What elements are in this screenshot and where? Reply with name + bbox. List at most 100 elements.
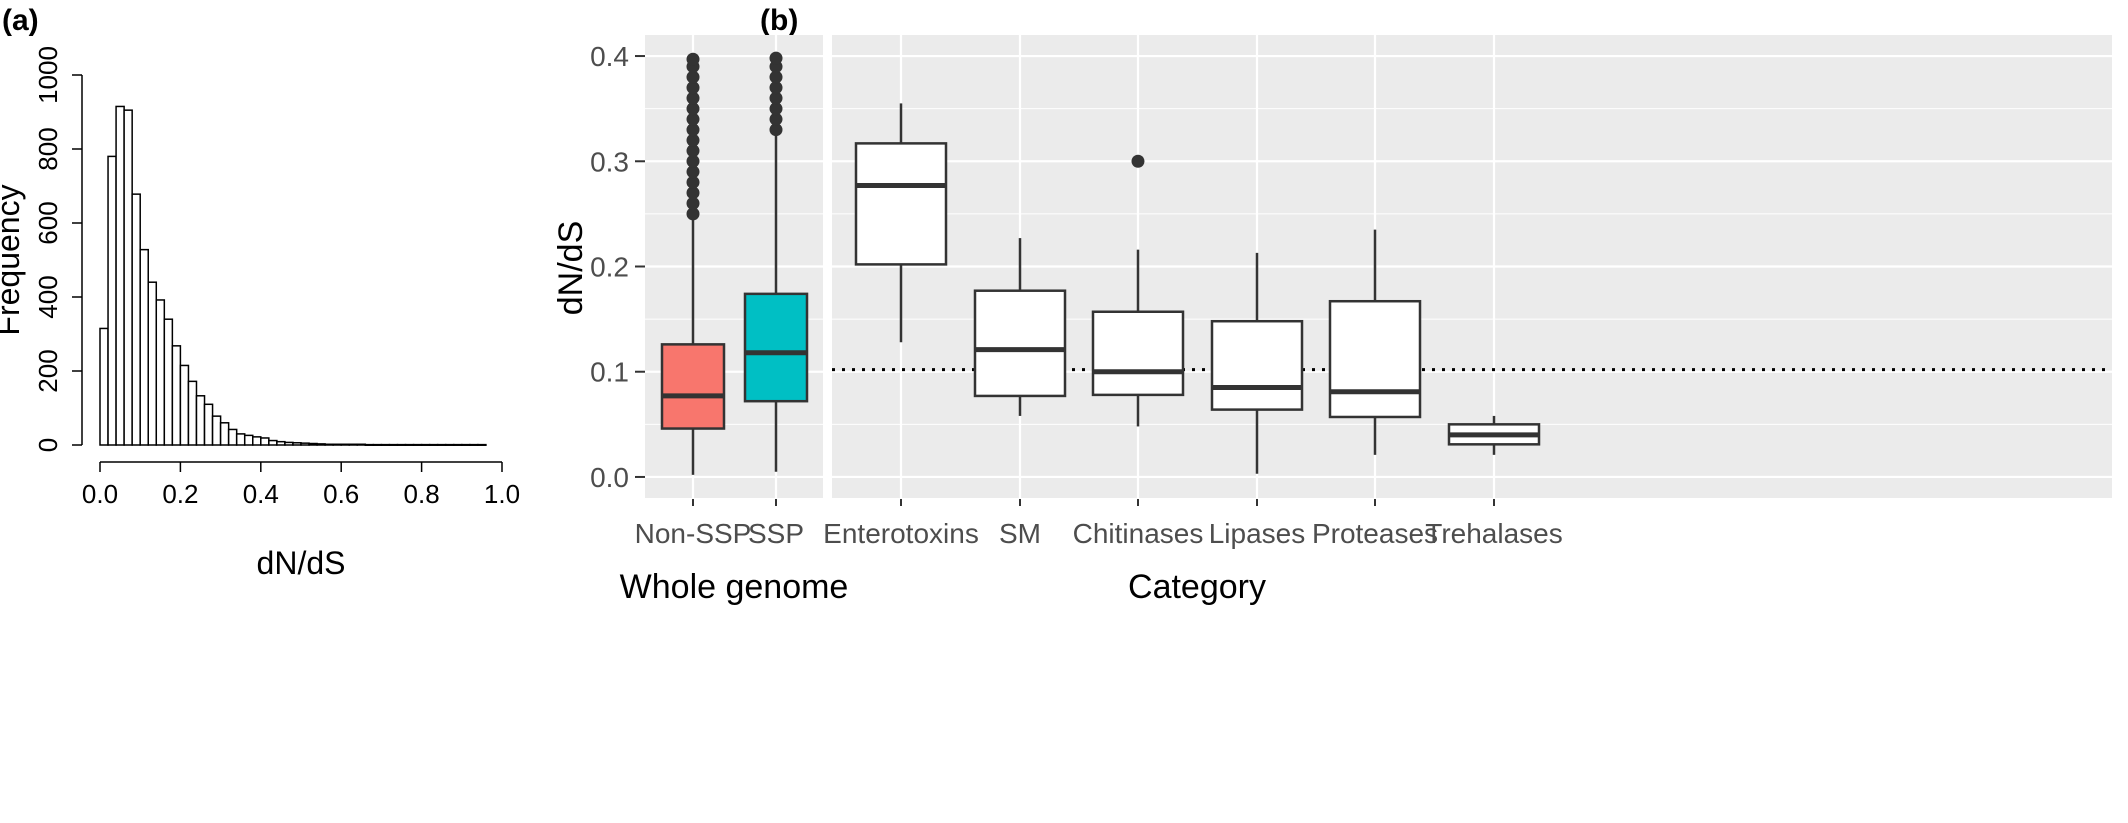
outlier-point xyxy=(686,175,700,189)
histogram-bar xyxy=(420,443,431,446)
histogram-bar xyxy=(292,442,302,446)
x-axis-title: dN/dS xyxy=(257,545,346,581)
x-tick-label: Trehalases xyxy=(1425,518,1562,549)
box xyxy=(743,292,809,403)
y-axis-title: dN/dS xyxy=(552,221,590,316)
x-tick-label: Chitinases xyxy=(1073,518,1204,549)
x-tick-label: 0.8 xyxy=(404,479,440,509)
histogram-bar xyxy=(155,299,166,446)
histogram-bar xyxy=(163,318,174,446)
histogram-bar xyxy=(187,380,198,446)
outlier-point xyxy=(686,165,700,179)
outlier-point xyxy=(686,112,700,126)
y-tick-label: 1000 xyxy=(33,46,63,104)
histogram-bar xyxy=(412,443,423,446)
outlier-point xyxy=(769,51,783,65)
panel-a-label: (a) xyxy=(2,4,39,37)
y-tick-label: 0 xyxy=(33,438,63,452)
outlier-point xyxy=(686,81,700,95)
y-tick-label: 0.1 xyxy=(590,357,629,388)
histogram-bar xyxy=(252,436,262,446)
box xyxy=(973,289,1067,398)
x-tick-label: 0.0 xyxy=(82,479,118,509)
box xyxy=(854,142,948,266)
outlier-point xyxy=(1131,154,1145,168)
histogram-bar xyxy=(436,443,447,446)
outlier-point xyxy=(686,186,700,200)
histogram-bar xyxy=(243,434,254,446)
outlier-point xyxy=(769,70,783,84)
histogram-bar xyxy=(372,443,383,446)
histogram-bar xyxy=(364,443,375,446)
histogram-bar xyxy=(227,428,238,446)
box xyxy=(1210,319,1304,411)
outlier-point xyxy=(686,123,700,137)
histogram-bar xyxy=(99,327,109,446)
histogram-bar xyxy=(179,364,190,446)
outlier-point xyxy=(686,144,700,158)
histogram-bar xyxy=(115,105,125,446)
outlier-point xyxy=(686,154,700,168)
x-tick-label: Enterotoxins xyxy=(823,518,979,549)
histogram-panel: 0.0 0.2 0.4 0.6 0.8 1.0 0 200 400 600 800 1000 dN/dS… xyxy=(0,46,520,581)
outlier-point xyxy=(686,102,700,116)
facet-axis-title: Category xyxy=(1128,568,1266,606)
x-tick-label: 0.2 xyxy=(162,479,198,509)
histogram-bar xyxy=(388,443,399,446)
y-tick-label: 0.0 xyxy=(590,462,629,493)
histogram-bar xyxy=(348,443,359,446)
histogram-bar xyxy=(235,433,246,446)
histogram-bar xyxy=(404,443,415,446)
histogram-bar xyxy=(284,441,294,446)
outlier-point xyxy=(686,70,700,84)
x-tick-label: SSP xyxy=(748,518,804,549)
box xyxy=(660,343,726,430)
histogram-bar xyxy=(147,281,158,446)
panel-b-label: (b) xyxy=(760,4,798,37)
x-tick-label: 0.4 xyxy=(243,479,279,509)
histogram-bar xyxy=(300,442,310,446)
y-tick-label: 600 xyxy=(33,201,63,244)
histogram-bar xyxy=(477,443,487,446)
x-tick-label: 1.0 xyxy=(484,479,520,509)
histogram-bar xyxy=(171,345,182,446)
histogram-bar xyxy=(131,193,141,446)
box xyxy=(1328,299,1422,419)
histogram-bar xyxy=(139,248,149,446)
y-tick-label: 800 xyxy=(33,127,63,170)
y-tick-label: 0.4 xyxy=(590,41,629,72)
x-tick-label: Non-SSP xyxy=(635,518,752,549)
x-tick-label: Lipases xyxy=(1209,518,1306,549)
histogram-bar xyxy=(260,437,270,446)
outlier-point xyxy=(769,123,783,137)
outlier-point xyxy=(686,196,700,210)
y-tick-label: 400 xyxy=(33,275,63,318)
outlier-point xyxy=(686,52,700,66)
histogram-bar xyxy=(203,403,214,446)
histogram-bar xyxy=(380,443,391,446)
histogram-bar xyxy=(396,443,407,446)
outlier-point xyxy=(686,133,700,147)
x-tick-label: 0.6 xyxy=(323,479,359,509)
y-tick-label: 0.2 xyxy=(590,252,629,283)
histogram-bar xyxy=(444,443,455,446)
histogram-bar xyxy=(356,443,367,446)
histogram-bar xyxy=(453,443,463,446)
box xyxy=(1091,310,1185,397)
histogram-bar xyxy=(469,443,479,446)
histogram-bar xyxy=(123,109,133,446)
histogram-bar xyxy=(324,443,334,446)
x-tick-label: Proteases xyxy=(1312,518,1438,549)
histogram-bar xyxy=(276,440,286,446)
outlier-point xyxy=(686,91,700,105)
histogram-bar xyxy=(268,439,278,446)
facet-axis-title: Whole genome xyxy=(620,568,849,606)
y-tick-label: 0.3 xyxy=(590,146,629,177)
histogram-bar xyxy=(107,155,117,446)
y-tick-label: 200 xyxy=(33,349,63,392)
histogram-bar xyxy=(428,443,439,446)
histogram-bar xyxy=(316,443,326,446)
histogram-bar xyxy=(332,443,342,446)
outlier-point xyxy=(769,91,783,105)
